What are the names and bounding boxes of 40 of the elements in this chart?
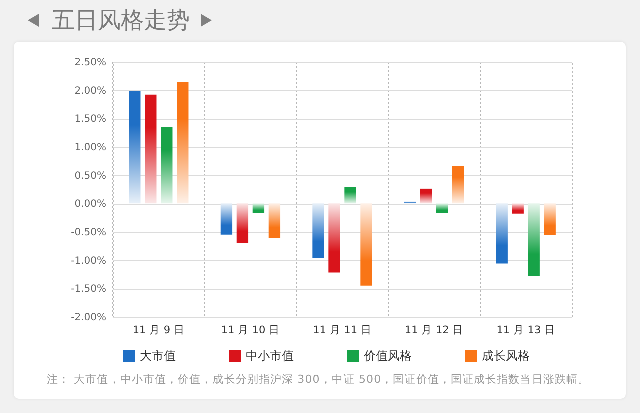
bar [220, 204, 233, 235]
bar [512, 204, 524, 214]
y-tick-label: -1.00% [71, 256, 106, 267]
bar [161, 127, 173, 204]
y-tick-label: 2.00% [74, 86, 106, 97]
bar [436, 204, 448, 214]
y-tick-label: 1.00% [74, 142, 106, 154]
bar [252, 204, 265, 214]
text: 注： 大市值，中小市值，价值，成长分别指沪深 300，中证 500，国证价值，国证成长指数当日涨跌幅。 [47, 372, 590, 387]
bar [544, 204, 556, 236]
bar [344, 187, 356, 204]
bar [360, 204, 372, 286]
bar [236, 204, 249, 244]
bar [328, 204, 340, 273]
legend-label: 大市值 [140, 349, 176, 363]
bar [177, 82, 189, 204]
bar [496, 204, 508, 264]
bar [268, 204, 281, 238]
x-tick-label: 11 月 12 日 [404, 324, 464, 336]
bar [129, 91, 141, 204]
bar [528, 204, 540, 276]
legend-label: 中小市值 [246, 349, 294, 363]
bar [452, 166, 464, 204]
bar [420, 188, 432, 204]
y-tick-label: -2.00% [71, 312, 106, 324]
x-tick-label: 11 月 11 日 [313, 324, 372, 336]
x-tick-label: 11 月 13 日 [496, 324, 556, 336]
y-tick-label: 2.50% [74, 58, 106, 68]
legend-label: 价值风格 [363, 349, 412, 363]
chart-title: 五日风格走势 [52, 6, 190, 36]
y-tick-label: -0.50% [71, 228, 106, 238]
legend-label: 成长风格 [482, 349, 530, 363]
x-tick-label: 11 月 9 日 [132, 324, 185, 336]
y-tick-label: 0.00% [74, 199, 106, 210]
y-tick-label: 1.50% [74, 114, 106, 126]
y-tick-label: 0.50% [74, 170, 106, 182]
bar [312, 204, 324, 258]
y-tick-label: -1.50% [71, 284, 106, 296]
x-tick-label: 11 月 10 日 [221, 324, 280, 336]
bar [145, 94, 157, 204]
